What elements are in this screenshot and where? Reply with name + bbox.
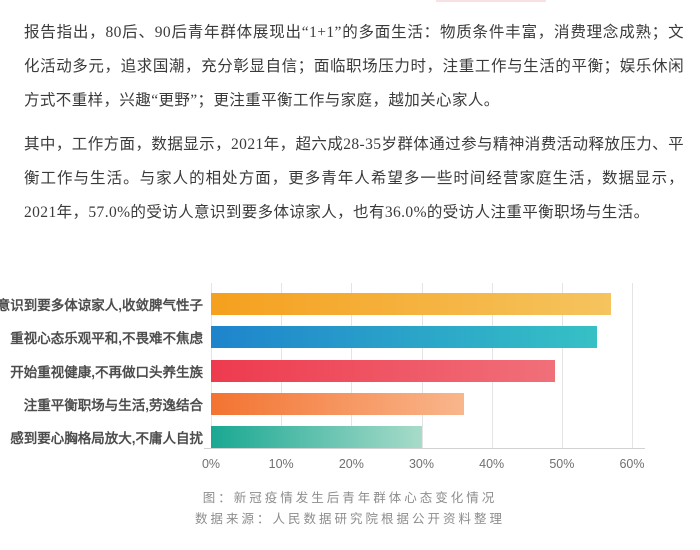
x-tick-label: 10% [268,457,294,471]
bar [211,426,422,448]
bar [211,326,597,349]
bar [211,359,555,382]
grid-line [632,283,633,448]
x-tick-label: 40% [479,457,505,471]
bar-chart: 意识到要多体谅家人,收敛脾气性子重视心态乐观平和,不畏难不焦虑 开始重视健康,不再… [0,283,700,493]
figure-source: 数据来源：人民数据研究院根据公开资料整理 [194,512,505,526]
grid-line [561,283,563,448]
x-tick-label: 30% [408,457,435,471]
chart-plot [211,283,633,448]
bar-category-label: 开始重视健康,不再做口头养生族 [10,364,203,380]
x-tick-label: 0% [201,457,221,471]
bar [211,293,611,315]
article-paragraph-1: 报告指出，80后、90后青年群体展现出“1+1”的多面生活：物质条件丰富，消费理… [24,24,684,109]
article-body: 报告指出，80后、90后青年群体展现出“1+1”的多面生活：物质条件丰富，消费理… [24,16,684,240]
cropped-page-artifact [436,0,546,2]
chart-category-labels: 意识到要多体谅家人,收敛脾气性子重视心态乐观平和,不畏难不焦虑 开始重视健康,不再… [0,283,203,448]
x-tick-label: 20% [338,457,364,471]
figure-title: 图：新冠疫情发生后青年群体心态变化情况 [202,491,498,505]
article-paragraph-2: 其中，工作方面，数据显示，2021年，超六成28-35岁群体通过参与精神消费活动… [24,136,684,221]
bar-category-label: 重视心态乐观平和,不畏难不焦虑 [10,331,203,347]
x-axis-line [204,448,645,449]
x-tick-label: 60% [619,457,645,471]
x-tick-label: 50% [549,457,575,471]
bar-category-label: 意识到要多体谅家人,收敛脾气性子 [0,298,203,313]
bar-category-label: 感到要心胸格局放大,不庸人自扰 [10,431,203,446]
x-axis-ticks: 0% 10% 20% 30% 40% 50% 60% [202,457,645,473]
bar-category-label: 注重平衡职场与生活,劳逸结合 [23,397,203,413]
bar [211,392,464,415]
figure-caption: 图：新冠疫情发生后青年群体心态变化情况 数据来源：人民数据研究院根据公开资料整理 [10,488,690,530]
